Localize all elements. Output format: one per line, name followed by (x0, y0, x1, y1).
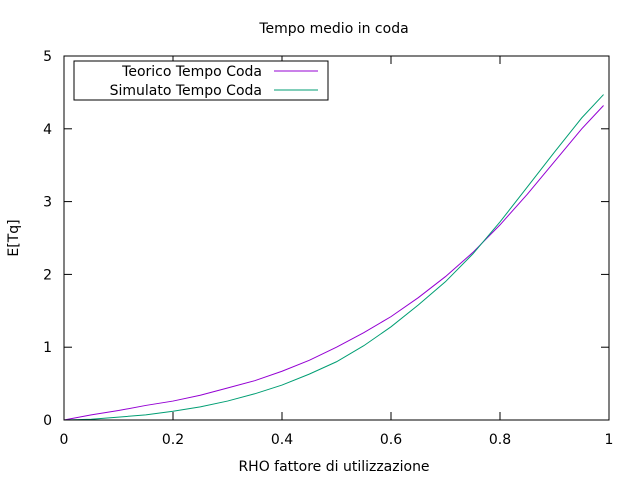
x-tick-label: 0 (60, 432, 69, 448)
y-tick-label: 5 (43, 49, 52, 65)
y-tick-label: 3 (43, 195, 52, 211)
chart-title: Tempo medio in coda (258, 21, 408, 37)
series-layer (63, 94, 604, 421)
y-tick-label: 1 (43, 340, 52, 356)
y-tick-label: 0 (43, 413, 52, 429)
legend: Teorico Tempo Coda Simulato Tempo Coda (73, 60, 329, 101)
legend-box (73, 60, 329, 101)
x-axis-label: RHO fattore di utilizzazione (238, 459, 429, 475)
legend-label-simulated: Simulato Tempo Coda (110, 83, 262, 99)
plot-frame (63, 55, 610, 421)
series-line-theoretical (63, 105, 604, 421)
y-axis-label: E[Tq] (6, 219, 22, 256)
legend-label-theoretical: Teorico Tempo Coda (121, 64, 262, 80)
x-tick-label: 0.4 (271, 432, 293, 448)
x-tick-label: 0.8 (489, 432, 511, 448)
x-tick-label: 0.2 (162, 432, 184, 448)
series-line-simulated (63, 94, 604, 421)
axis-ticks: 0 0.2 0.4 0.6 0.8 1 0 1 2 3 4 5 (43, 49, 613, 448)
x-tick-label: 0.6 (380, 432, 402, 448)
y-tick-label: 2 (43, 267, 52, 283)
y-tick-label: 4 (43, 122, 52, 138)
x-tick-label: 1 (605, 432, 614, 448)
